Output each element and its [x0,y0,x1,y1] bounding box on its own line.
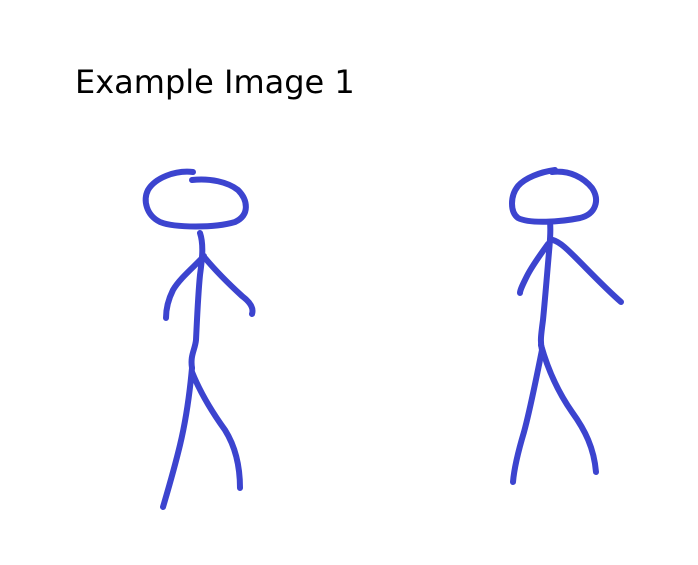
right-leg [189,369,243,491]
left-leg [510,347,545,485]
left-arm [163,253,207,321]
left-arm [517,241,551,296]
torso-line [537,219,554,353]
left-leg [160,365,195,510]
stick-figure-icon [142,168,256,510]
stick-figure-icon [509,167,624,485]
right-arm [202,255,256,317]
right-leg [538,342,599,475]
torso-line [188,230,206,371]
page-title: Example Image 1 [75,63,355,101]
right-arm [550,237,624,305]
head-outline [142,168,249,230]
head-outline [509,167,599,225]
